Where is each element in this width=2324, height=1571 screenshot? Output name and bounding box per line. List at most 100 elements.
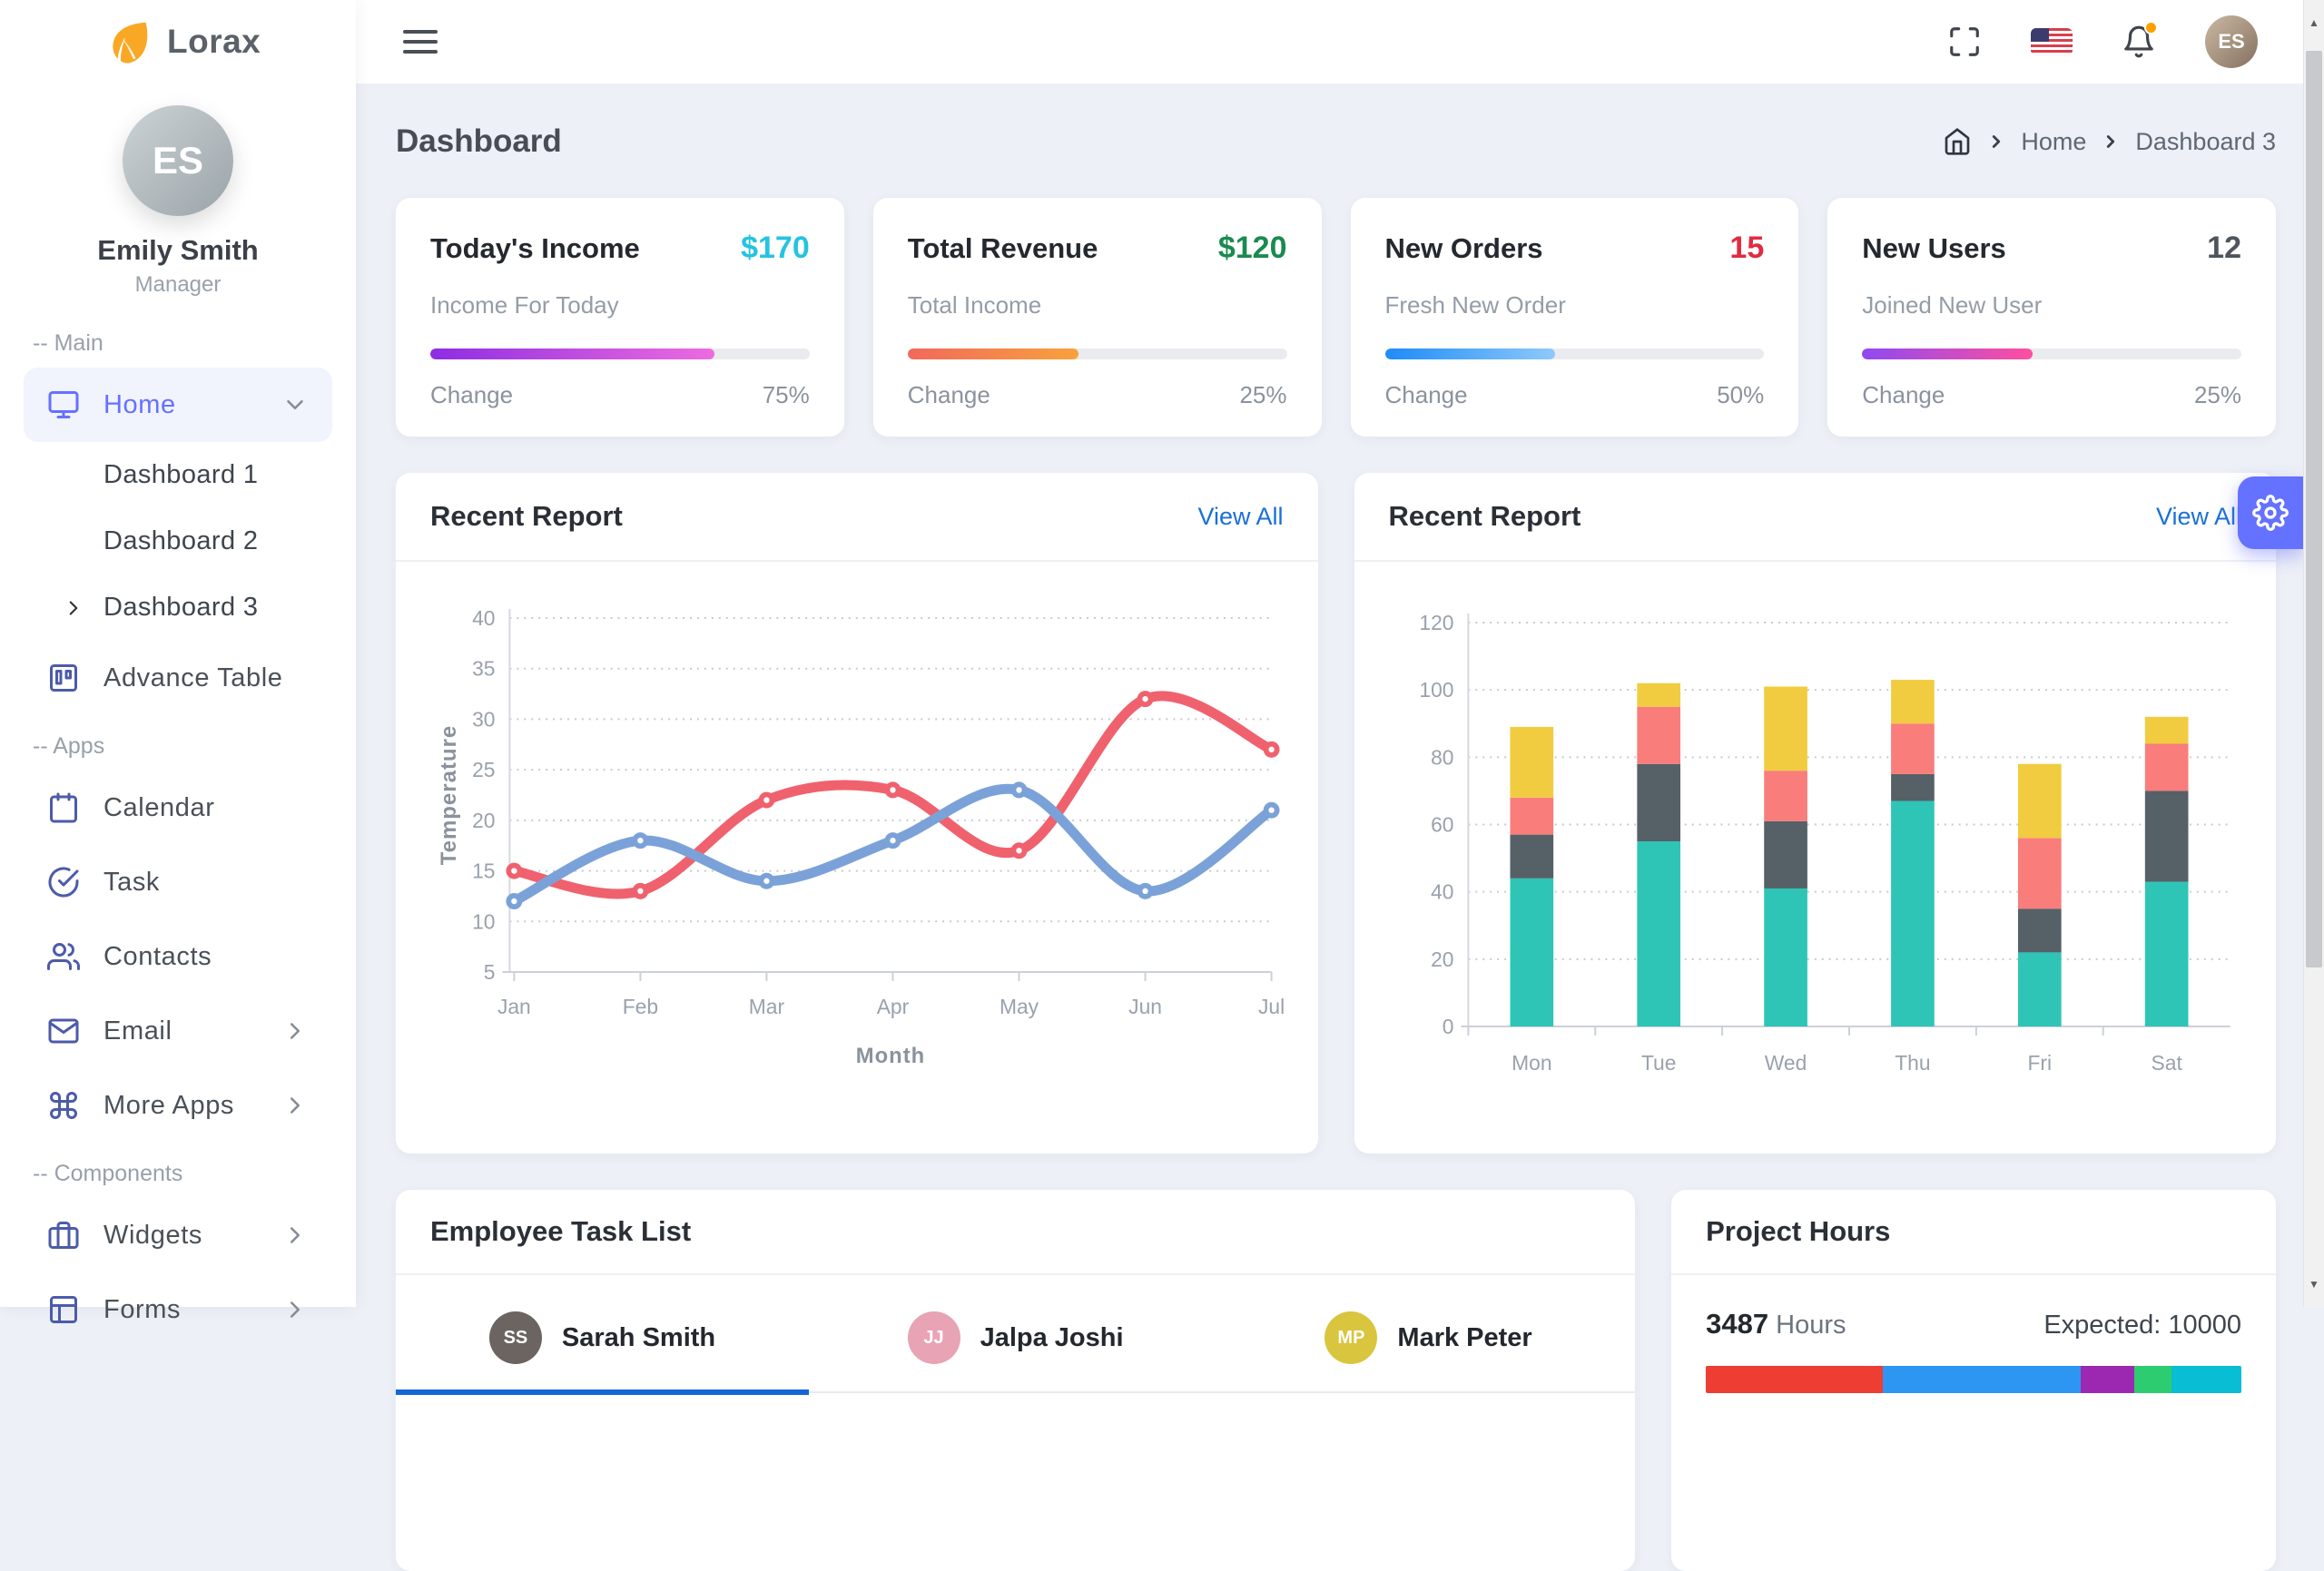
user-name: Emily Smith [97,234,259,266]
svg-text:Jan: Jan [497,995,531,1018]
us-flag-icon [2031,28,2073,55]
sidebar-item-home[interactable]: Home [24,368,332,442]
stat-progress-fill [1862,349,2034,359]
notifications-bell-icon[interactable] [2122,21,2158,59]
language-flag-icon[interactable] [2031,28,2073,55]
sidebar-item-calendar[interactable]: Calendar [24,771,332,845]
employee-tabs: SS Sarah Smith JJ Jalpa Joshi MP Mark Pete… [396,1275,1636,1395]
scrollbar-thumb[interactable] [2306,51,2322,967]
recent-report-bar-card: Recent Report View All 0 20 40 60 80 100 120 Mo… [1354,473,2276,1154]
sidebar-subitem-label: Dashboard 1 [103,460,259,489]
sidebar-item-label: Contacts [103,941,212,971]
stat-change-label: Change [907,381,990,408]
stat-value: $170 [741,231,810,265]
stat-progress-fill [1384,349,1556,359]
svg-text:Sat: Sat [2151,1051,2182,1075]
sidebar-item-label: Home [103,389,176,419]
svg-text:25: 25 [472,758,495,781]
sidebar-item-widgets[interactable]: Widgets [24,1198,332,1272]
sidebar-item-email[interactable]: Email [24,994,332,1068]
sidebar-item-task[interactable]: Task [24,845,332,919]
stat-progress-fill [430,349,715,359]
sidebar-item-advance-table[interactable]: Advance Table [24,641,332,715]
charts-row: Recent Report View All 5 10 15 20 25 30 35 40 Ja… [396,473,2276,1154]
home-icon[interactable] [1943,127,1972,156]
sidebar-subitem-dashboard-2[interactable]: Dashboard 2 [24,508,332,574]
svg-text:May: May [1000,995,1039,1018]
profile-avatar[interactable]: ES [2205,15,2258,68]
project-hours-card: Project Hours 3487 Hours Expected: 10000 [1671,1190,2276,1571]
stat-change-value: 25% [2193,381,2241,408]
purple-segment [2081,1366,2134,1393]
sidebar-item-label: More Apps [103,1090,235,1120]
sidebar-item-more-apps[interactable]: More Apps [24,1068,332,1143]
sidebar-item-label: Forms [103,1294,182,1324]
stat-value: 12 [2207,231,2241,265]
user-avatar[interactable]: ES [123,105,233,216]
blue-segment [1882,1366,2081,1393]
svg-text:Mon: Mon [1512,1051,1551,1075]
sidebar-profile: ES Emily Smith Manager [0,83,356,298]
trello-icon [47,662,80,694]
page-scrollbar[interactable]: ▲ ▼ [2303,0,2324,1307]
topbar: ES [356,0,2303,83]
topbar-actions: ES [1947,15,2258,68]
breadcrumb-item-home[interactable]: Home [2021,127,2087,155]
svg-text:Thu: Thu [1895,1051,1930,1075]
scroll-down-arrow[interactable]: ▼ [2309,1278,2319,1291]
temperature-line-chart: 5 10 15 20 25 30 35 40 Jan Feb Mar Apr May Jun Jul Mont… [437,606,1285,1068]
stat-cards-row: Today's Income $170 Income For Today Cha… [396,198,2276,437]
tab-mark-peter[interactable]: MP Mark Peter [1222,1301,1635,1391]
card-title: Recent Report [1388,500,1581,532]
stat-value: $120 [1217,231,1287,265]
sidebar-subitem-dashboard-3[interactable]: Dashboard 3 [24,574,332,641]
view-all-link[interactable]: View All [2155,502,2241,530]
scroll-up-arrow[interactable]: ▲ [2309,16,2319,29]
svg-text:40: 40 [1431,880,1453,904]
sidebar-nav: -- Main Home Dashboard 1 Dashboard 2 Dashbo… [0,298,356,1347]
command-icon [47,1089,80,1122]
sidebar-item-forms[interactable]: Forms [24,1272,332,1347]
stat-value: 15 [1729,231,1765,265]
stat-progress-fill [907,349,1078,359]
view-all-link[interactable]: View All [1197,502,1284,530]
stat-progress-track [1862,349,2241,359]
svg-text:Feb: Feb [623,995,658,1018]
tab-sarah-smith[interactable]: SS Sarah Smith [396,1301,810,1395]
stat-title: New Users [1862,232,2006,264]
nav-section-label: -- Apps [33,733,105,759]
caret-right-icon [62,596,85,620]
sidebar-subitem-dashboard-1[interactable]: Dashboard 1 [24,442,332,508]
stat-change-value: 25% [1239,381,1287,408]
profile-avatar-initials: ES [2218,30,2245,53]
stat-title: New Orders [1384,232,1543,264]
menu-toggle-button[interactable] [398,25,443,59]
settings-button[interactable] [2238,476,2303,549]
svg-text:Mar: Mar [749,995,785,1018]
breadcrumb-item-dashboard-3[interactable]: Dashboard 3 [2135,127,2276,155]
stat-card-new-orders: New Orders 15 Fresh New Order Change 50% [1350,198,1799,437]
sidebar-item-contacts[interactable]: Contacts [24,919,332,994]
mail-icon [47,1015,80,1047]
svg-text:0: 0 [1442,1015,1453,1038]
avatar: MP [1324,1311,1378,1364]
page-content: Dashboard Home Dashboard 3 Today's Income… [356,83,2303,1571]
breadcrumb: Home Dashboard 3 [1943,127,2276,156]
svg-text:30: 30 [472,707,495,731]
page-title: Dashboard [396,123,562,159]
chevron-right-icon [2101,132,2121,152]
card-title: Recent Report [430,500,623,532]
sidebar-item-label: Widgets [103,1220,202,1250]
logo[interactable]: Lorax [0,0,356,83]
tab-label: Jalpa Joshi [980,1322,1124,1352]
svg-text:Wed: Wed [1764,1051,1807,1075]
red-segment [1706,1366,1883,1393]
svg-text:15: 15 [472,859,495,882]
card-title: Employee Task List [430,1215,692,1247]
tab-jalpa-joshi[interactable]: JJ Jalpa Joshi [809,1301,1222,1391]
fullscreen-icon[interactable] [1947,25,1982,59]
svg-text:Temperature: Temperature [437,725,461,866]
main-area: ES Dashboard Home Dashboard 3 Today's Inc… [356,0,2303,1571]
chevron-right-icon [281,1296,309,1323]
stat-card-today-s-income: Today's Income $170 Income For Today Cha… [396,198,844,437]
